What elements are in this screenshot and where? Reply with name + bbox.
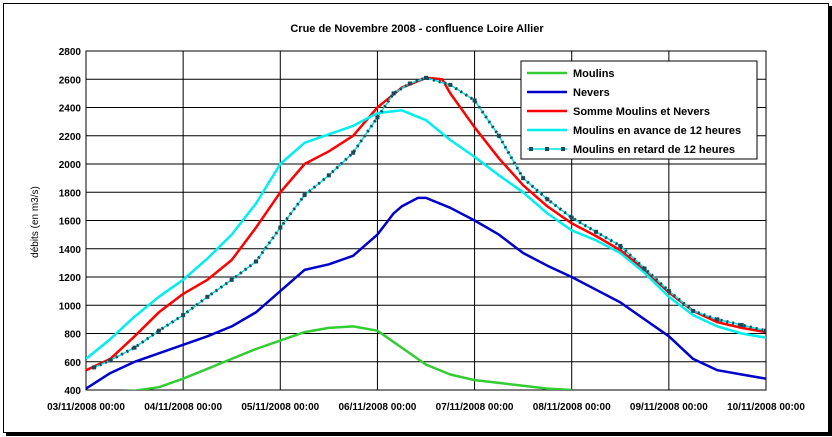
legend-swatch-marker: [545, 147, 549, 151]
x-tick-label: 03/11/2008 00:00: [47, 402, 125, 413]
x-tick-label: 08/11/2008 00:00: [533, 402, 611, 413]
series-point: [375, 115, 380, 120]
legend-label: Somme Moulins et Nevers: [573, 106, 710, 118]
y-tick-label: 800: [64, 330, 81, 341]
series-point: [618, 243, 623, 248]
y-tick-label: 2600: [59, 75, 82, 86]
series-line: [86, 196, 766, 390]
series-group: [86, 75, 766, 390]
y-tick-label: 2200: [59, 132, 82, 143]
series-point: [108, 358, 113, 363]
series-point: [132, 345, 137, 350]
series-point: [181, 313, 186, 318]
series-point: [229, 277, 234, 282]
series-point: [472, 98, 477, 103]
y-tick-label: 2400: [59, 104, 82, 115]
series-point: [448, 82, 453, 87]
series-point: [326, 173, 331, 178]
series-point: [407, 81, 412, 86]
x-tick-label: 07/11/2008 00:00: [436, 402, 514, 413]
series-point: [156, 328, 161, 333]
legend-swatch-marker: [561, 147, 565, 151]
y-tick-label: 2000: [59, 160, 82, 171]
series-point: [642, 266, 647, 271]
legend-label: Moulins en avance de 12 heures: [573, 125, 741, 137]
series-point: [521, 176, 526, 181]
series-point: [302, 193, 307, 198]
plot-area: 400 600 800 1000 1200 1400 1600 1800 2000 2200 240…: [47, 47, 805, 413]
y-tick-label: 2800: [59, 47, 82, 58]
x-tick-label: 05/11/2008 00:00: [241, 402, 319, 413]
y-tick-label: 1000: [59, 301, 82, 312]
series-point: [545, 197, 550, 202]
y-tick-label: 1400: [59, 245, 82, 256]
x-tick-label: 06/11/2008 00:00: [338, 402, 416, 413]
series-point: [424, 75, 428, 80]
series-point: [739, 323, 744, 328]
series-point: [391, 91, 396, 96]
series-point: [278, 225, 283, 230]
series-point: [92, 365, 97, 370]
series-point: [496, 133, 501, 138]
y-tick-label: 1200: [59, 273, 82, 284]
series-point: [569, 215, 574, 220]
legend: Moulins Nevers Somme Moulins et Nevers Moul…: [520, 60, 758, 160]
x-tick-label: 10/11/2008 00:00: [727, 402, 805, 413]
chart-frame: Crue de Novembre 2008 - confluence Loire…: [3, 3, 829, 433]
legend-label: Moulins: [573, 68, 615, 80]
plot-border: [85, 50, 767, 391]
series-point: [691, 308, 696, 313]
series-point: [351, 150, 356, 155]
series-line: [86, 76, 766, 372]
chart-svg: Crue de Novembre 2008 - confluence Loire…: [30, 23, 805, 413]
y-tick-label: 600: [64, 358, 81, 369]
y-tick-label: 400: [64, 386, 81, 397]
legend-label: Moulins en retard de 12 heures: [573, 144, 735, 156]
x-tick-label: 09/11/2008 00:00: [630, 402, 708, 413]
series-point: [594, 229, 598, 234]
y-axis-label: débits (en m3/s): [30, 186, 41, 258]
legend-swatch-marker: [529, 147, 533, 151]
y-tick-label: 1800: [59, 188, 82, 199]
series-point: [715, 317, 720, 322]
series-point: [764, 328, 766, 333]
series-line-underlay: [93, 77, 766, 369]
series-line: [121, 325, 572, 390]
legend-label: Nevers: [573, 87, 610, 99]
x-tick-label: 04/11/2008 00:00: [144, 402, 222, 413]
series-point: [666, 289, 671, 294]
series-point: [205, 294, 210, 299]
y-tick-label: 1600: [59, 217, 82, 228]
chart-title: Crue de Novembre 2008 - confluence Loire…: [290, 23, 544, 35]
series-line: [86, 109, 766, 360]
series-point: [254, 259, 258, 264]
